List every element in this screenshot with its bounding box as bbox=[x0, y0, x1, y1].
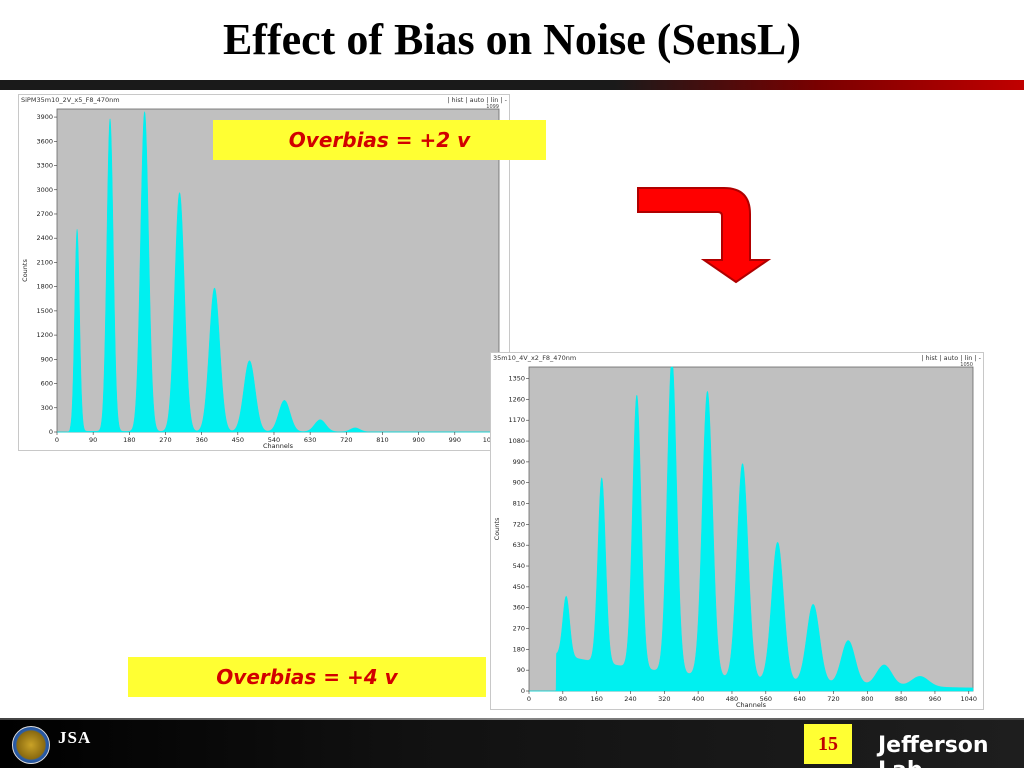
y-tick-label: 900 bbox=[41, 355, 53, 363]
x-tick-label: 80 bbox=[559, 695, 567, 703]
y-tick-label: 180 bbox=[513, 645, 525, 653]
x-tick-label: 180 bbox=[123, 436, 135, 444]
x-axis-label: Channels bbox=[736, 701, 767, 709]
y-tick-label: 0 bbox=[521, 687, 525, 695]
doe-seal-icon bbox=[12, 726, 50, 764]
y-tick-label: 450 bbox=[513, 583, 525, 591]
plot-title: 35m10_4V_x2_F8_470nm bbox=[493, 354, 577, 362]
plot-title: SiPM35m10_2V_x5_F8_470nm bbox=[21, 96, 120, 104]
x-tick-label: 320 bbox=[658, 695, 670, 703]
y-tick-label: 2400 bbox=[36, 234, 53, 242]
x-tick-label: 960 bbox=[929, 695, 941, 703]
curved-arrow-icon bbox=[637, 187, 772, 284]
jefferson-lab-logo: Jefferson Lab bbox=[878, 733, 989, 783]
y-tick-label: 300 bbox=[41, 404, 53, 412]
plot-area bbox=[56, 108, 500, 433]
plot-header: SiPM35m10_2V_x5_F8_470nm | hist | auto |… bbox=[19, 95, 509, 106]
y-tick-label: 3000 bbox=[36, 186, 53, 194]
y-tick-label: 3600 bbox=[36, 137, 53, 145]
top-right-marker: 1099 bbox=[486, 104, 499, 110]
x-tick-label: 90 bbox=[89, 436, 97, 444]
y-tick-label: 1200 bbox=[36, 331, 53, 339]
x-tick-label: 900 bbox=[412, 436, 424, 444]
y-tick-label: 360 bbox=[513, 604, 525, 612]
title-divider bbox=[0, 80, 1024, 90]
page-number: 15 bbox=[804, 724, 852, 764]
x-tick-label: 630 bbox=[304, 436, 316, 444]
histogram-chart: 0901802703604505406307208109009901080030… bbox=[21, 104, 500, 450]
plot-controls[interactable]: | hist | auto | lin | - bbox=[921, 354, 981, 362]
y-tick-label: 540 bbox=[513, 562, 525, 570]
histogram-plot-bottom: 35m10_4V_x2_F8_470nm | hist | auto | lin… bbox=[490, 352, 984, 710]
y-tick-label: 270 bbox=[513, 625, 525, 633]
histogram-area bbox=[57, 111, 500, 433]
y-tick-label: 2100 bbox=[36, 258, 53, 266]
x-tick-label: 1040 bbox=[960, 695, 977, 703]
y-tick-label: 1500 bbox=[36, 307, 53, 315]
histogram-chart: 0 80 160 240 320 400 480 560 640 720 800 880 960 1040… bbox=[493, 362, 977, 709]
y-tick-label: 3900 bbox=[36, 113, 53, 121]
x-tick-label: 810 bbox=[376, 436, 388, 444]
footer-stripe bbox=[0, 718, 1024, 721]
x-tick-label: 400 bbox=[692, 695, 704, 703]
x-tick-label: 450 bbox=[232, 436, 244, 444]
y-tick-label: 3300 bbox=[36, 162, 53, 170]
y-axis-label: Counts bbox=[493, 517, 501, 540]
x-tick-label: 0 bbox=[55, 436, 59, 444]
y-axis-label: Counts bbox=[21, 259, 29, 282]
y-tick-label: 0 bbox=[49, 428, 53, 436]
y-tick-label: 1260 bbox=[508, 395, 525, 403]
y-tick-label: 1350 bbox=[508, 375, 525, 383]
histogram-area bbox=[529, 366, 974, 692]
plot-header: 35m10_4V_x2_F8_470nm | hist | auto | lin… bbox=[491, 353, 983, 364]
y-tick-label: 600 bbox=[41, 380, 53, 388]
x-tick-label: 270 bbox=[159, 436, 171, 444]
y-tick-label: 2700 bbox=[36, 210, 53, 218]
x-tick-label: 360 bbox=[195, 436, 207, 444]
y-tick-label: 1080 bbox=[508, 437, 525, 445]
x-tick-label: 990 bbox=[449, 436, 461, 444]
x-tick-label: 560 bbox=[760, 695, 772, 703]
y-tick-label: 810 bbox=[513, 500, 525, 508]
jsa-logo: JSA bbox=[58, 728, 92, 747]
top-right-marker: 1050 bbox=[960, 362, 973, 368]
plot-controls[interactable]: | hist | auto | lin | - bbox=[447, 96, 507, 104]
overbias-label-top: Overbias = +2 v bbox=[213, 120, 546, 160]
x-tick-label: 800 bbox=[861, 695, 873, 703]
y-tick-label: 630 bbox=[513, 541, 525, 549]
y-tick-label: 900 bbox=[513, 479, 525, 487]
x-tick-label: 640 bbox=[793, 695, 805, 703]
x-tick-label: 720 bbox=[340, 436, 352, 444]
x-tick-label: 880 bbox=[895, 695, 907, 703]
x-tick-label: 480 bbox=[726, 695, 738, 703]
y-tick-label: 720 bbox=[513, 520, 525, 528]
y-tick-label: 1800 bbox=[36, 283, 53, 291]
x-tick-label: 720 bbox=[827, 695, 839, 703]
x-tick-label: 240 bbox=[624, 695, 636, 703]
footer-bar bbox=[0, 720, 1024, 768]
x-tick-label: 160 bbox=[590, 695, 602, 703]
x-tick-label: 0 bbox=[527, 695, 531, 703]
x-tick-label: 540 bbox=[268, 436, 280, 444]
y-tick-label: 90 bbox=[517, 666, 525, 674]
x-axis-label: Channels bbox=[263, 442, 294, 450]
slide-title: Effect of Bias on Noise (SensL) bbox=[222, 15, 802, 64]
y-tick-label: 990 bbox=[513, 458, 525, 466]
y-tick-label: 1170 bbox=[508, 416, 525, 424]
overbias-label-bottom: Overbias = +4 v bbox=[128, 657, 486, 697]
